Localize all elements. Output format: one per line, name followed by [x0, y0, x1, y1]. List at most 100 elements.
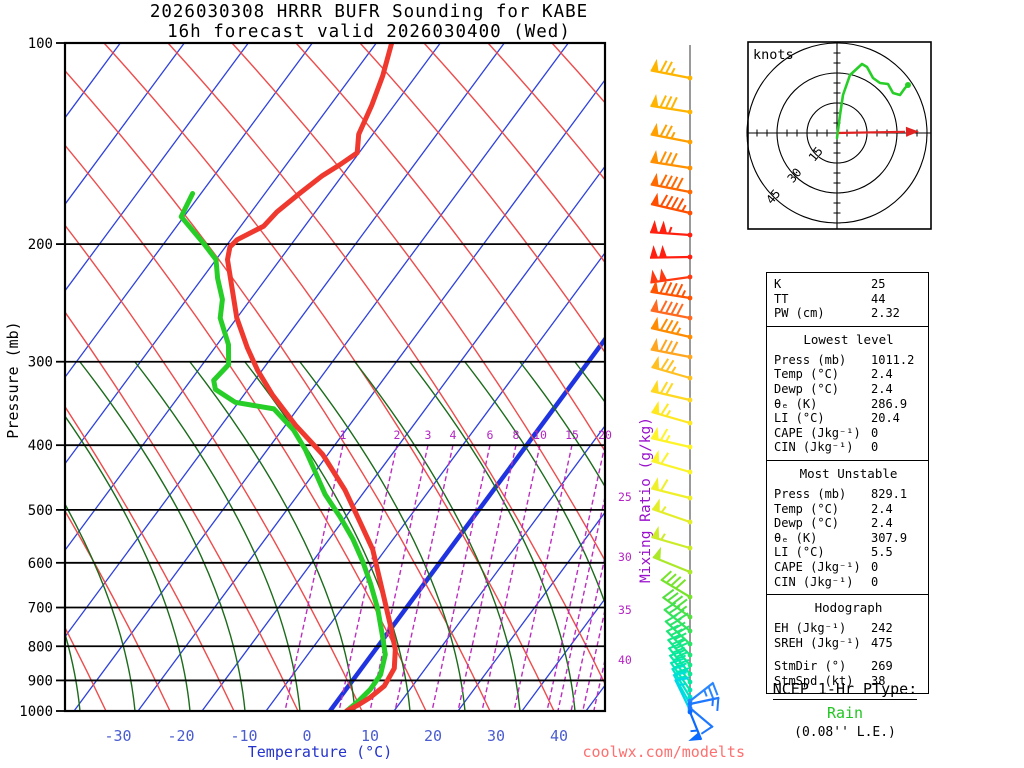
table-row: EH (Jkg⁻¹) 242	[774, 621, 923, 636]
watermark: coolwx.com/modelts	[582, 743, 745, 761]
moist-adiabat	[65, 502, 136, 711]
hodograph-trace	[835, 62, 910, 140]
mixing-ratio-line	[457, 444, 517, 711]
mixing-ratio-line	[593, 659, 605, 711]
page-subtitle: 16h forecast valid 2026030400 (Wed)	[167, 22, 571, 42]
table-row-label: Press (mb)	[774, 486, 847, 501]
axis-labels: 1 2 3 4 6 8 10 15 202530354010020030040050060070…	[19, 36, 632, 745]
mixing-ratio-value: 10	[533, 428, 547, 442]
table-row: θₑ (K) 286.9	[774, 397, 923, 412]
table-row-label: Temp (°C)	[774, 367, 840, 382]
pressure-tick-label: 800	[28, 639, 53, 655]
mixing-ratio-value: 6	[487, 428, 494, 442]
table-row-value: 475	[871, 635, 893, 650]
mixing-ratio-line	[557, 496, 605, 711]
table-section-header: Hodograph	[814, 600, 883, 616]
sounding-profiles	[178, 43, 398, 711]
mixing-ratio-line	[431, 444, 491, 711]
pressure-tick-label: 600	[28, 556, 53, 572]
mixing-ratio-value: 15	[565, 428, 579, 442]
table-row-label: CIN (Jkg⁻¹)	[774, 574, 854, 589]
hodograph-units-label: knots	[753, 47, 794, 63]
table-row: Dewp (°C) 2.4	[774, 382, 923, 397]
isotherm	[65, 43, 377, 465]
temperature-tick-label: -20	[167, 727, 194, 745]
mixing-ratio-line	[570, 556, 605, 711]
table-row-value: 5.5	[871, 545, 893, 560]
table-row: LI (°C) 5.5	[774, 545, 923, 560]
pressure-lines	[56, 42, 605, 712]
mixing-ratio-axis-title: Mixing Ratio (g/kg)	[638, 417, 654, 583]
isotherm	[73, 43, 569, 711]
table-row-value: 242	[871, 621, 893, 636]
moist-adiabat-lines	[65, 361, 605, 711]
temperature-tick-label: 20	[424, 727, 442, 745]
pressure-tick-label: 900	[28, 673, 53, 689]
moist-adiabat	[79, 361, 246, 711]
table-row: LI (°C) 20.4	[774, 411, 923, 426]
title-block: 2026030308 HRRR BUFR Sounding for KABE 1…	[63, 2, 675, 42]
isotherm	[137, 78, 605, 711]
table-row-value: 20.4	[871, 411, 900, 426]
table-row: CIN (Jkg⁻¹) 0	[774, 575, 923, 590]
table-row-value: 2.32	[871, 306, 900, 321]
table-row-label: LI (°C)	[774, 545, 825, 560]
isotherm	[457, 511, 605, 711]
pressure-tick-label: 1000	[19, 704, 53, 720]
moist-adiabat	[354, 361, 521, 711]
pressure-tick-label: 200	[28, 237, 53, 253]
table-row-value: 0	[871, 425, 879, 440]
table-row-label: CIN (Jkg⁻¹)	[774, 440, 854, 455]
mixing-ratio-line	[284, 444, 344, 711]
mixing-ratio-value: 30	[618, 550, 632, 564]
mixing-ratio-value: 25	[618, 490, 632, 504]
wind-barb	[650, 150, 693, 171]
moist-adiabat	[464, 361, 605, 606]
dry-adiabat	[423, 43, 605, 264]
wind-barb	[652, 546, 693, 575]
wind-barb	[651, 450, 693, 475]
wind-barb	[650, 172, 693, 195]
table-row-label: StmDir (°)	[774, 659, 847, 674]
table-row: K 25	[774, 277, 923, 292]
isotherm-lines	[65, 43, 605, 711]
storm-motion-arrowhead	[905, 126, 919, 137]
mixing-ratio-value: 8	[513, 428, 520, 442]
table-row: θₑ (K) 307.9	[774, 531, 923, 546]
ptype-value: Rain	[826, 704, 864, 722]
table-row: StmSpd (kt) 38	[774, 674, 923, 689]
mixing-ratio-line	[394, 444, 454, 711]
mixing-ratio-value: 3	[425, 428, 432, 442]
table-row-label: K	[774, 277, 782, 291]
table-row-label: PW (cm)	[774, 306, 825, 321]
indices-table: K 25 TT 44 PW (cm) 2.32 Lowest level Press (mb)…	[766, 272, 929, 695]
dewpoint-curve	[178, 191, 388, 711]
wind-barb	[651, 498, 693, 525]
table-section: Lowest level Press (mb) 1011.2 Temp (°C) 2.4…	[767, 327, 928, 461]
wind-barb	[650, 122, 693, 145]
table-row-value: 2.4	[871, 367, 893, 382]
dry-adiabat	[487, 43, 605, 181]
mixing-ratio-value: 35	[618, 603, 632, 617]
wind-barb	[650, 58, 693, 81]
wind-barb	[650, 298, 693, 321]
wind-barb	[650, 316, 693, 340]
table-row-value: 2.4	[871, 516, 893, 531]
wind-barb	[650, 280, 693, 301]
temperature-tick-label: 40	[550, 727, 568, 745]
table-row: StmDir (°) 269	[774, 659, 923, 674]
table-row-label: Dewp (°C)	[774, 381, 840, 396]
mixing-ratio-line	[369, 444, 429, 711]
table-row: TT 44	[774, 292, 923, 307]
pressure-tick-label: 300	[28, 355, 53, 371]
moist-adiabat	[244, 361, 411, 711]
dry-adiabat	[65, 509, 171, 711]
dry-adiabat	[65, 69, 491, 711]
moist-adiabat	[299, 361, 466, 711]
isotherm	[65, 43, 249, 292]
table-row: CIN (Jkg⁻¹) 0	[774, 440, 923, 455]
table-row-value: 307.9	[871, 530, 908, 545]
table-section-header: Most Unstable	[799, 465, 898, 481]
table-row-spacer	[774, 650, 923, 659]
